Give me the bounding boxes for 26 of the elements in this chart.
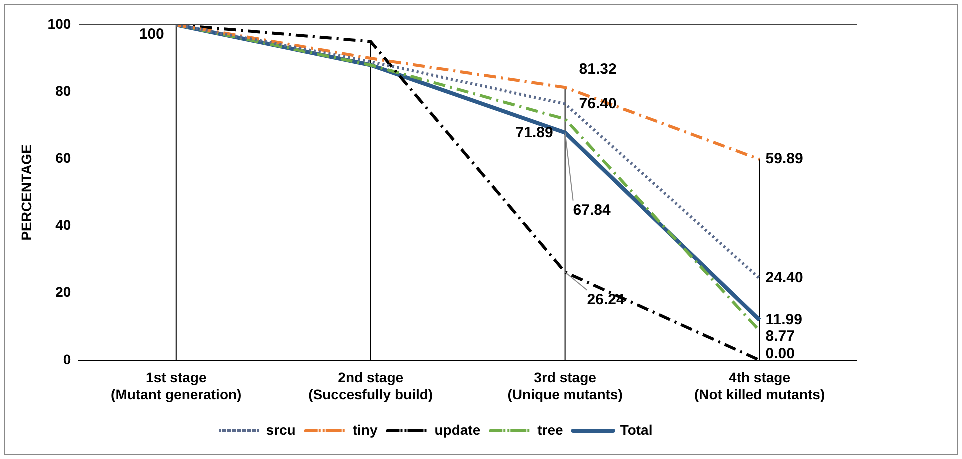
x-tick-label: 1st stage (Mutant generation) (111, 370, 242, 402)
data-label: 76.40 (579, 95, 617, 112)
y-tick-label: 20 (56, 284, 72, 300)
legend-label: Total (620, 422, 653, 438)
data-label: 0.00 (766, 346, 795, 363)
legend-label: tiny (352, 422, 378, 438)
y-tick-label: 40 (56, 217, 72, 234)
data-label: 11.99 (766, 311, 802, 328)
x-tick-label: 4th stage (Not killed mutants) (694, 370, 826, 402)
y-tick-label: 60 (56, 150, 72, 166)
data-label: 59.89 (766, 150, 804, 168)
legend-label: srcu (266, 422, 296, 438)
y-tick-label: 80 (56, 82, 72, 99)
y-axis-title: PERCENTAGE (18, 144, 34, 241)
data-label: 100 (139, 26, 164, 44)
x-tick-label: 3rd stage (Unique mutants) (508, 370, 623, 402)
data-label: 81.32 (579, 60, 617, 78)
legend-label: tree (538, 422, 564, 438)
data-label: 24.40 (766, 270, 804, 287)
data-label: 8.77 (766, 328, 795, 346)
data-label: 71.89 (516, 124, 554, 142)
y-tick-label: 100 (48, 16, 72, 32)
x-tick-label: 2nd stage (Succesfully build) (308, 370, 434, 402)
y-tick-label: 0 (63, 351, 72, 368)
legend-label: update (434, 422, 481, 438)
data-label: 67.84 (573, 202, 612, 220)
